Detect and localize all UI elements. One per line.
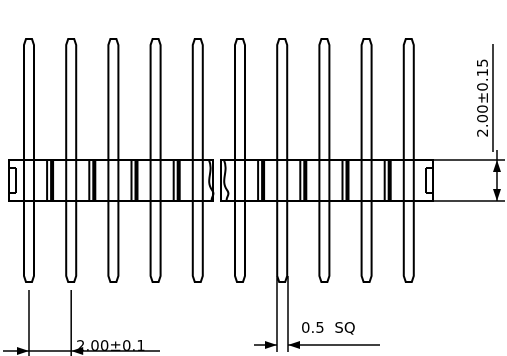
body-divider-thick — [261, 160, 266, 201]
pitch-dimension-label: 2.00±0.1 — [76, 337, 146, 355]
body-divider-thick — [345, 160, 350, 201]
body-divider-thick — [50, 160, 55, 201]
header-body — [8, 159, 434, 202]
arrowhead — [265, 341, 277, 349]
pin-size-dimension-label: 0.5 SQ — [301, 319, 356, 337]
body-divider-thick — [387, 160, 392, 201]
arrowhead — [288, 341, 300, 349]
arrowhead — [493, 189, 501, 201]
dimension-lines — [3, 44, 505, 356]
body-divider-thick — [176, 160, 181, 201]
break-line — [208, 159, 215, 202]
body-divider-thick — [134, 160, 139, 201]
arrowhead — [17, 347, 29, 355]
arrowhead — [493, 160, 501, 172]
arrowhead — [71, 347, 84, 355]
break-line — [223, 159, 230, 202]
body-divider-thick — [92, 160, 97, 201]
body-section-right — [220, 159, 434, 202]
body-divider-thick — [303, 160, 308, 201]
body-height-dimension-label: 2.00±0.15 — [474, 58, 492, 137]
body-section-left — [8, 159, 214, 202]
